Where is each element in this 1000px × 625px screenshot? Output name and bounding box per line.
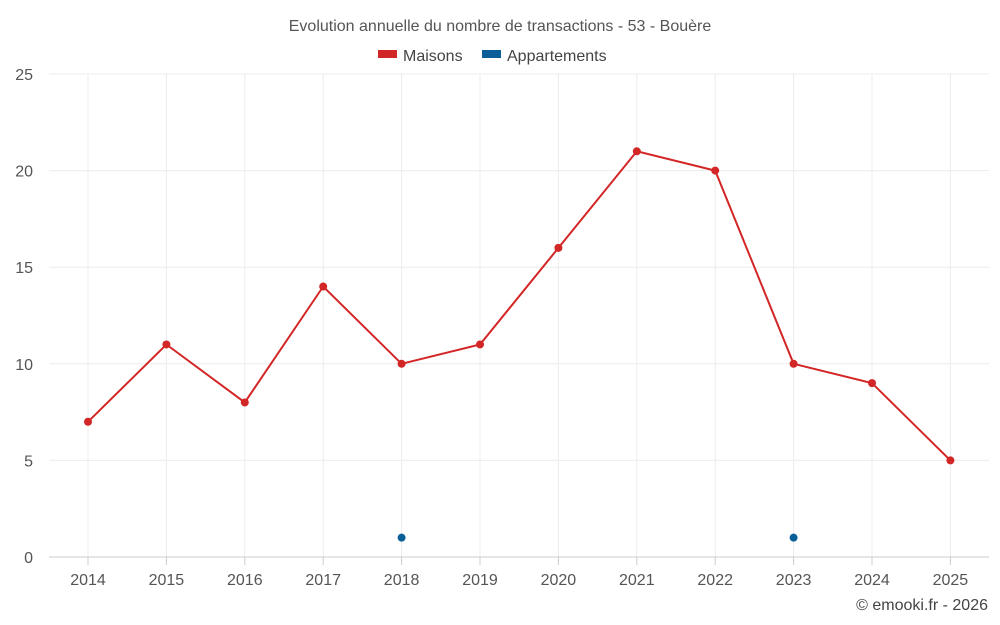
data-point-maisons[interactable] <box>476 340 484 349</box>
x-tick-label: 2018 <box>384 572 420 589</box>
data-point-maisons[interactable] <box>789 359 798 368</box>
x-tick-label: 2014 <box>70 572 106 589</box>
data-point-maisons[interactable] <box>397 359 406 368</box>
data-point-appartements[interactable] <box>789 533 798 542</box>
legend: Maisons Appartements <box>378 48 607 65</box>
data-point-appartements[interactable] <box>397 533 406 542</box>
legend-label-appartements: Appartements <box>507 48 607 65</box>
y-tick-label: 25 <box>15 67 33 84</box>
data-point-maisons[interactable] <box>319 282 328 291</box>
x-tick-label: 2024 <box>854 572 890 589</box>
series-line-maisons <box>87 150 952 462</box>
y-tick-label: 5 <box>24 453 33 470</box>
data-point-maisons[interactable] <box>554 243 563 252</box>
data-point-maisons[interactable] <box>162 340 171 349</box>
y-tick-label: 20 <box>15 164 33 181</box>
data-point-maisons[interactable] <box>632 147 641 156</box>
grid <box>49 73 989 557</box>
x-tick-label: 2023 <box>776 572 812 589</box>
series-maisons <box>84 147 955 465</box>
y-tick-label: 10 <box>15 357 33 374</box>
x-tick-label: 2020 <box>541 572 577 589</box>
data-point-maisons[interactable] <box>84 417 92 426</box>
x-tick-label: 2022 <box>697 572 733 589</box>
data-point-maisons[interactable] <box>946 456 955 465</box>
data-point-maisons[interactable] <box>240 398 249 407</box>
x-tick-label: 2017 <box>305 572 341 589</box>
legend-swatch-appartements <box>482 50 501 58</box>
x-tick-label: 2021 <box>619 572 655 589</box>
legend-label-maisons: Maisons <box>403 48 463 65</box>
series <box>84 147 955 542</box>
legend-item-appartements[interactable]: Appartements <box>482 48 607 65</box>
series-appartements <box>397 533 798 542</box>
y-tick-label: 15 <box>15 260 33 277</box>
credit-text: © emooki.fr - 2026 <box>856 597 988 614</box>
legend-swatch-maisons <box>378 50 397 58</box>
x-tick-label: 2015 <box>149 572 185 589</box>
data-point-maisons[interactable] <box>711 166 720 175</box>
y-tick-label: 0 <box>24 550 33 567</box>
x-tick-label: 2016 <box>227 572 263 589</box>
data-point-maisons[interactable] <box>868 379 876 388</box>
chart-title: Evolution annuelle du nombre de transact… <box>289 18 712 35</box>
legend-item-maisons[interactable]: Maisons <box>378 48 463 65</box>
x-tick-label: 2019 <box>462 572 498 589</box>
x-tick-label: 2025 <box>933 572 969 589</box>
